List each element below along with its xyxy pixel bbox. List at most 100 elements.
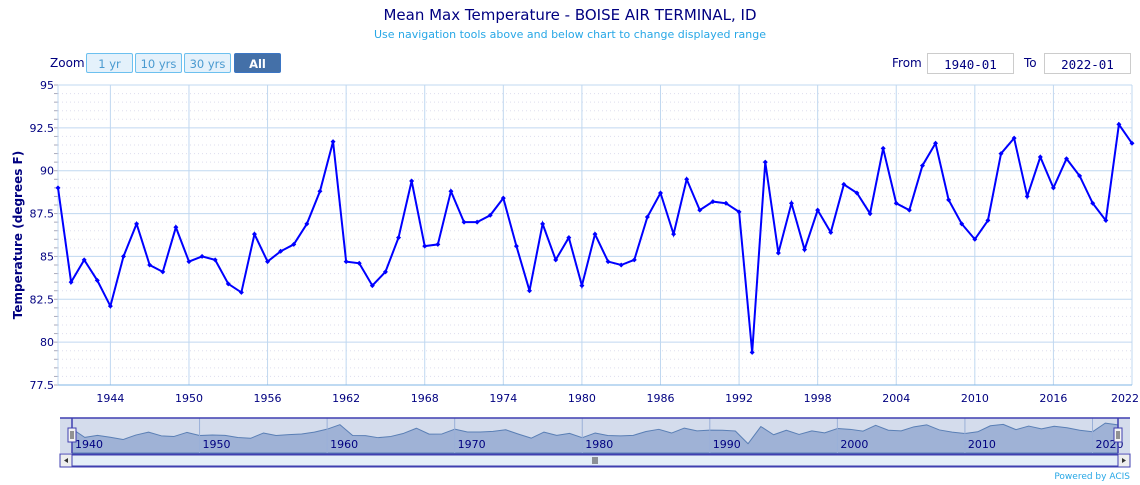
data-point[interactable] <box>396 235 402 241</box>
data-point[interactable] <box>448 188 454 194</box>
navigator-tick-label: 1980 <box>585 438 613 451</box>
data-point[interactable] <box>631 257 637 263</box>
x-tick-label: 1956 <box>254 392 282 405</box>
data-point[interactable] <box>94 277 100 283</box>
data-point[interactable] <box>120 253 126 259</box>
data-point[interactable] <box>343 259 349 265</box>
data-point[interactable] <box>1090 200 1096 206</box>
data-point[interactable] <box>1050 185 1056 191</box>
data-point[interactable] <box>710 199 716 205</box>
data-point[interactable] <box>553 257 559 263</box>
data-point[interactable] <box>815 207 821 213</box>
data-point[interactable] <box>147 262 153 268</box>
data-point[interactable] <box>225 281 231 287</box>
data-point[interactable] <box>291 241 297 247</box>
data-point[interactable] <box>304 221 310 227</box>
data-point[interactable] <box>959 221 965 227</box>
data-point[interactable] <box>657 190 663 196</box>
data-point[interactable] <box>919 163 925 169</box>
data-point[interactable] <box>186 259 192 265</box>
navigator-left-handle[interactable] <box>67 427 77 443</box>
data-point[interactable] <box>697 207 703 213</box>
data-point[interactable] <box>1103 217 1109 223</box>
data-point[interactable] <box>1064 156 1070 162</box>
data-point[interactable] <box>841 181 847 187</box>
zoom-10yrs-button[interactable]: 10 yrs <box>135 53 182 73</box>
data-point[interactable] <box>173 224 179 230</box>
data-point[interactable] <box>107 303 113 309</box>
data-point[interactable] <box>946 197 952 203</box>
data-point[interactable] <box>278 248 284 254</box>
data-point[interactable] <box>933 140 939 146</box>
navigator-right-handle[interactable] <box>1113 427 1123 443</box>
data-point[interactable] <box>723 200 729 206</box>
y-tick-label: 92.5 <box>30 122 55 135</box>
data-point[interactable] <box>605 259 611 265</box>
data-point[interactable] <box>906 207 912 213</box>
data-point[interactable] <box>409 178 415 184</box>
data-point[interactable] <box>985 217 991 223</box>
data-point[interactable] <box>788 200 794 206</box>
zoom-30yrs-button[interactable]: 30 yrs <box>184 53 231 73</box>
data-point[interactable] <box>1077 173 1083 179</box>
data-point[interactable] <box>762 159 768 165</box>
data-point[interactable] <box>251 231 257 237</box>
data-point[interactable] <box>1037 154 1043 160</box>
data-point[interactable] <box>422 243 428 249</box>
x-tick-label: 1944 <box>96 392 124 405</box>
data-point[interactable] <box>356 260 362 266</box>
data-point[interactable] <box>330 139 336 145</box>
data-point[interactable] <box>867 211 873 217</box>
data-point[interactable] <box>317 188 323 194</box>
data-point[interactable] <box>998 151 1004 157</box>
from-date-input[interactable]: 1940-01 <box>927 53 1014 74</box>
data-point[interactable] <box>671 231 677 237</box>
data-point[interactable] <box>736 209 742 215</box>
data-point[interactable] <box>566 235 572 241</box>
zoom-1yr-button[interactable]: 1 yr <box>86 53 133 73</box>
data-point[interactable] <box>513 243 519 249</box>
data-point[interactable] <box>212 257 218 263</box>
data-point[interactable] <box>802 247 808 253</box>
data-point[interactable] <box>972 236 978 242</box>
data-point[interactable] <box>579 283 585 289</box>
to-date-input[interactable]: 2022-01 <box>1044 53 1131 74</box>
data-point[interactable] <box>369 283 375 289</box>
data-point[interactable] <box>199 253 205 259</box>
arrow-left-icon <box>64 458 68 463</box>
data-point[interactable] <box>68 279 74 285</box>
data-point[interactable] <box>238 289 244 295</box>
data-point[interactable] <box>749 349 755 355</box>
credit-link[interactable]: Powered by ACIS <box>1054 472 1130 482</box>
data-point[interactable] <box>1011 135 1017 141</box>
data-point[interactable] <box>618 262 624 268</box>
data-point[interactable] <box>1129 140 1135 146</box>
data-point[interactable] <box>775 250 781 256</box>
data-point[interactable] <box>880 145 886 151</box>
x-tick-label: 2022 <box>1111 392 1139 405</box>
data-point[interactable] <box>592 231 598 237</box>
data-point[interactable] <box>160 269 166 275</box>
data-point[interactable] <box>461 219 467 225</box>
data-point[interactable] <box>55 185 61 191</box>
navigator-tick-label: 1990 <box>713 438 741 451</box>
data-point[interactable] <box>644 214 650 220</box>
data-point[interactable] <box>500 195 506 201</box>
data-point[interactable] <box>1024 193 1030 199</box>
data-point[interactable] <box>265 259 271 265</box>
data-point[interactable] <box>828 229 834 235</box>
data-point[interactable] <box>382 269 388 275</box>
data-point[interactable] <box>893 200 899 206</box>
data-point[interactable] <box>527 288 533 294</box>
data-point[interactable] <box>134 221 140 227</box>
data-point[interactable] <box>474 219 480 225</box>
data-point[interactable] <box>540 221 546 227</box>
data-point[interactable] <box>854 190 860 196</box>
data-point[interactable] <box>487 212 493 218</box>
data-point[interactable] <box>435 241 441 247</box>
data-point[interactable] <box>81 257 87 263</box>
data-point[interactable] <box>1116 121 1122 127</box>
zoom-all-button[interactable]: All <box>234 53 281 73</box>
data-point[interactable] <box>684 176 690 182</box>
y-tick-label: 82.5 <box>30 293 55 306</box>
